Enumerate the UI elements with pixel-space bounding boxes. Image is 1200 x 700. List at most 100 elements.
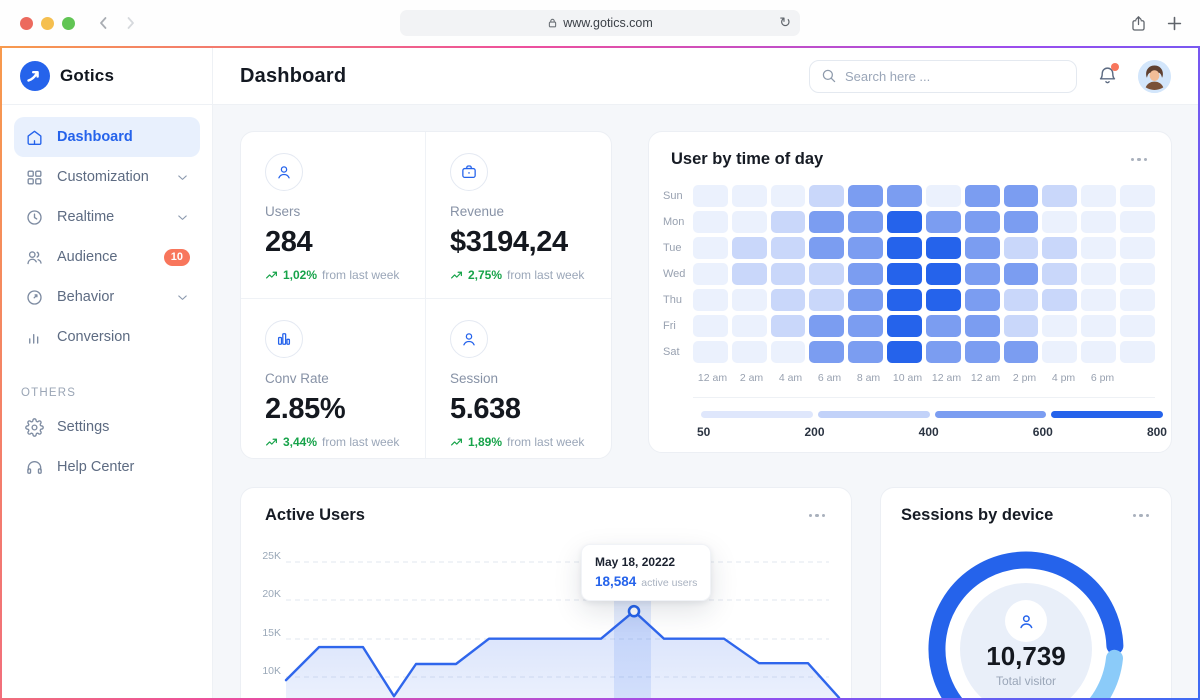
chevron-down-icon — [178, 214, 187, 220]
sidebar-item-help-center[interactable]: Help Center — [14, 447, 200, 487]
heatmap-hour-label: 10 am — [892, 372, 923, 384]
heatmap-cell — [693, 211, 728, 233]
heatmap-cell — [1003, 341, 1039, 363]
sidebar-item-label: Customization — [57, 169, 149, 185]
heatmap-cell — [887, 315, 922, 337]
avatar[interactable] — [1138, 59, 1171, 93]
brand-name: Gotics — [60, 66, 115, 85]
url-text: www.gotics.com — [563, 16, 653, 30]
heatmap-menu-button[interactable] — [1129, 154, 1150, 166]
stat-change-suffix: from last week — [322, 435, 400, 449]
legend-label: 600 — [1032, 425, 1053, 439]
address-bar[interactable]: www.gotics.com ↻ — [400, 10, 800, 36]
others-section-label: OTHERS — [21, 387, 77, 399]
active-users-menu-button[interactable] — [807, 510, 828, 522]
sidebar-item-audience[interactable]: Audience 10 — [14, 237, 200, 277]
minimize-window-button[interactable] — [41, 16, 54, 30]
legend-label: 200 — [804, 425, 825, 439]
heatmap-cell — [731, 289, 767, 311]
sidebar-item-label: Conversion — [57, 329, 131, 345]
stat-icon-circle — [450, 153, 488, 191]
heatmap-cell — [964, 341, 1000, 363]
heatmap-cell — [1003, 315, 1039, 337]
legend-label: 400 — [918, 425, 939, 439]
heatmap-cell — [731, 315, 767, 337]
heatmap-cell — [925, 185, 961, 207]
sidebar-item-label: Help Center — [57, 459, 135, 475]
heatmap-cell — [1081, 315, 1117, 337]
heatmap-cell — [770, 211, 806, 233]
heatmap-cell — [848, 263, 884, 285]
stat-icon-circle — [265, 153, 303, 191]
sidebar-item-realtime[interactable]: Realtime — [14, 197, 200, 237]
heatmap-cell — [1120, 211, 1155, 233]
heatmap-cell — [1081, 211, 1117, 233]
donut-svg: 10,739 Total visitor — [928, 551, 1124, 698]
stat-label: Session — [450, 371, 499, 386]
heatmap-hour-label: 4 pm — [1051, 372, 1076, 384]
heatmap-cell — [925, 263, 961, 285]
notifications-button[interactable] — [1097, 63, 1119, 87]
zoom-window-button[interactable] — [62, 16, 75, 30]
heatmap-cell — [1003, 211, 1039, 233]
heatmap-cell — [887, 263, 922, 285]
heatmap-cell — [848, 289, 884, 311]
heatmap-cell — [731, 263, 767, 285]
search-input[interactable] — [845, 68, 1065, 84]
stat-change-percent: 1,89% — [468, 435, 503, 449]
heatmap-day-label: Fri — [663, 320, 676, 332]
heatmap-hour-label: 2 am — [739, 372, 764, 384]
heatmap-hour-label: 12 am — [931, 372, 962, 384]
share-icon[interactable] — [1130, 14, 1147, 33]
sidebar-item-behavior[interactable]: Behavior — [14, 277, 200, 317]
heatmap-hour-label: 6 am — [817, 372, 842, 384]
back-icon[interactable] — [97, 15, 110, 31]
heatmap-cell — [1120, 185, 1155, 207]
stat-icon-circle — [265, 320, 303, 358]
heatmap-hour-label: 2 pm — [1012, 372, 1037, 384]
heatmap-cell — [770, 341, 806, 363]
sidebar-item-settings[interactable]: Settings — [14, 407, 200, 447]
heatmap-cell — [848, 341, 884, 363]
stat-change-percent: 1,02% — [283, 268, 318, 282]
heatmap-cell — [1120, 263, 1155, 285]
heatmap-card: User by time of day Sun Mon Tue Wed Thu Fri Sa… — [648, 131, 1172, 453]
close-window-button[interactable] — [20, 16, 33, 30]
sidebar-item-customization[interactable]: Customization — [14, 157, 200, 197]
heatmap-cell — [770, 263, 806, 285]
heatmap-cell — [1120, 341, 1155, 363]
donut-segment-primary — [928, 551, 1124, 698]
heatmap-cell — [770, 315, 806, 337]
gear-icon — [24, 417, 44, 437]
heatmap-cell — [1042, 237, 1078, 259]
stat-cell-session: Session 5.638 1,89% from last week — [426, 299, 611, 458]
sidebar-item-label: Dashboard — [57, 129, 133, 145]
brand[interactable]: Gotics — [2, 48, 212, 105]
user-icon — [278, 166, 290, 179]
sidebar-item-dashboard[interactable]: Dashboard — [14, 117, 200, 157]
heatmap-cell — [887, 341, 922, 363]
y-axis-label: 10K — [262, 665, 281, 677]
sessions-menu-button[interactable] — [1131, 510, 1152, 522]
new-tab-icon[interactable] — [1167, 16, 1182, 31]
heatmap-cell — [809, 185, 845, 207]
heatmap-cell — [925, 211, 961, 233]
window-controls — [20, 16, 75, 30]
legend-label: 800 — [1146, 425, 1167, 439]
heatmap-cell — [731, 341, 767, 363]
trend-up-icon — [266, 271, 277, 279]
clock-icon — [26, 209, 42, 225]
bell-icon — [1099, 67, 1116, 84]
heatmap-cell — [693, 185, 728, 207]
sidebar-item-conversion[interactable]: Conversion — [14, 317, 200, 357]
reload-icon[interactable]: ↻ — [779, 14, 791, 30]
stat-label: Conv Rate — [265, 371, 329, 386]
heatmap-day-label: Tue — [663, 242, 682, 254]
heatmap-legend-labels: 50 200 400 600 800 — [697, 425, 1167, 439]
active-users-title: Active Users — [265, 506, 365, 524]
total-visitors-value: 10,739 — [986, 641, 1066, 671]
sidebar-item-label: Realtime — [57, 209, 115, 225]
forward-icon[interactable] — [124, 15, 137, 31]
stat-label: Users — [265, 204, 301, 219]
heatmap-cell — [1120, 289, 1155, 311]
